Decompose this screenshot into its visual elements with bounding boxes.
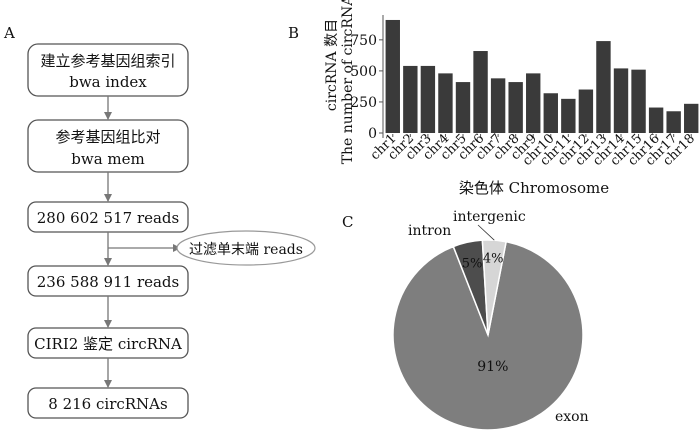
workflow-step-1-line2: bwa index bbox=[69, 73, 147, 91]
workflow-step-box bbox=[27, 387, 189, 419]
bar-chr14 bbox=[613, 68, 629, 133]
pie-pct-label-intergenic: 4% bbox=[483, 251, 504, 266]
bar-chr16 bbox=[648, 107, 664, 133]
pie-leader-line-intergenic bbox=[477, 224, 495, 241]
y-axis-label-line1: circRNA 数目 bbox=[324, 19, 340, 111]
panel-a-label: A bbox=[3, 24, 15, 42]
bar-chr6 bbox=[473, 51, 488, 133]
x-axis-tick-labels: chr1chr2chr3chr4chr5chr6chr7chr8chr9chr1… bbox=[368, 131, 698, 169]
panel-c-label: C bbox=[342, 213, 353, 231]
y-tick-label: 500 bbox=[350, 64, 377, 80]
bar-chr11 bbox=[561, 98, 576, 133]
bar-chr10 bbox=[543, 93, 558, 133]
pie-slices bbox=[392, 239, 584, 431]
pie-name-label-exon: exon bbox=[555, 409, 589, 425]
bar-chr3 bbox=[420, 65, 436, 133]
pie-name-label-intron: intron bbox=[408, 223, 451, 239]
bar-chr1 bbox=[385, 19, 400, 133]
workflow-step-5-text: CIRI2 鉴定 circRNA bbox=[34, 335, 182, 353]
y-tick-label: 250 bbox=[350, 95, 377, 111]
panel-a-workflow: A 建立参考基因组索引 bwa index 参考基因组比对 bwa mem 28… bbox=[3, 24, 316, 419]
bar-chr5 bbox=[455, 82, 471, 133]
workflow-step-3-text: 280 602 517 reads bbox=[37, 209, 180, 227]
workflow-step-1-line1: 建立参考基因组索引 bbox=[40, 52, 175, 70]
bar-chr4 bbox=[438, 73, 453, 133]
y-tick-label: 750 bbox=[350, 33, 377, 49]
workflow-step-2-line1: 参考基因组比对 bbox=[55, 128, 160, 146]
pie-pct-label-intron: 5% bbox=[462, 257, 483, 272]
bar-chr18 bbox=[684, 103, 699, 133]
panel-b-bar-chart: B circRNA 数目 The number of circRNA 0 250 5… bbox=[288, 0, 699, 197]
panel-b-label: B bbox=[288, 24, 299, 42]
filter-label: 过滤单末端 reads bbox=[189, 242, 303, 258]
x-axis-label: 染色体 Chromosome bbox=[459, 179, 609, 197]
y-axis-ticks: 0 250 500 750 bbox=[350, 33, 383, 142]
bar-chr12 bbox=[578, 89, 594, 133]
y-axis-label-line2: The number of circRNA bbox=[340, 0, 356, 164]
pie-name-label-intergenic: intergenic bbox=[453, 209, 526, 225]
pie-slice-exon bbox=[392, 240, 584, 431]
bar-chr7 bbox=[490, 78, 506, 133]
workflow-step-6-text: 8 216 circRNAs bbox=[48, 395, 167, 413]
bar-chr9 bbox=[526, 73, 541, 133]
workflow-step-4-text: 236 588 911 reads bbox=[37, 273, 180, 291]
bar-chr17 bbox=[666, 111, 681, 133]
y-tick-label: 0 bbox=[368, 126, 377, 142]
bar-chr13 bbox=[596, 41, 611, 133]
bar-chr15 bbox=[631, 69, 646, 133]
bar-chr8 bbox=[508, 82, 523, 133]
filter-ellipse bbox=[176, 230, 316, 266]
bar-chr2 bbox=[403, 65, 418, 133]
bars-group bbox=[385, 19, 699, 133]
pie-pct-label-exon: 91% bbox=[477, 359, 508, 375]
workflow-step-2-line2: bwa mem bbox=[71, 150, 144, 168]
